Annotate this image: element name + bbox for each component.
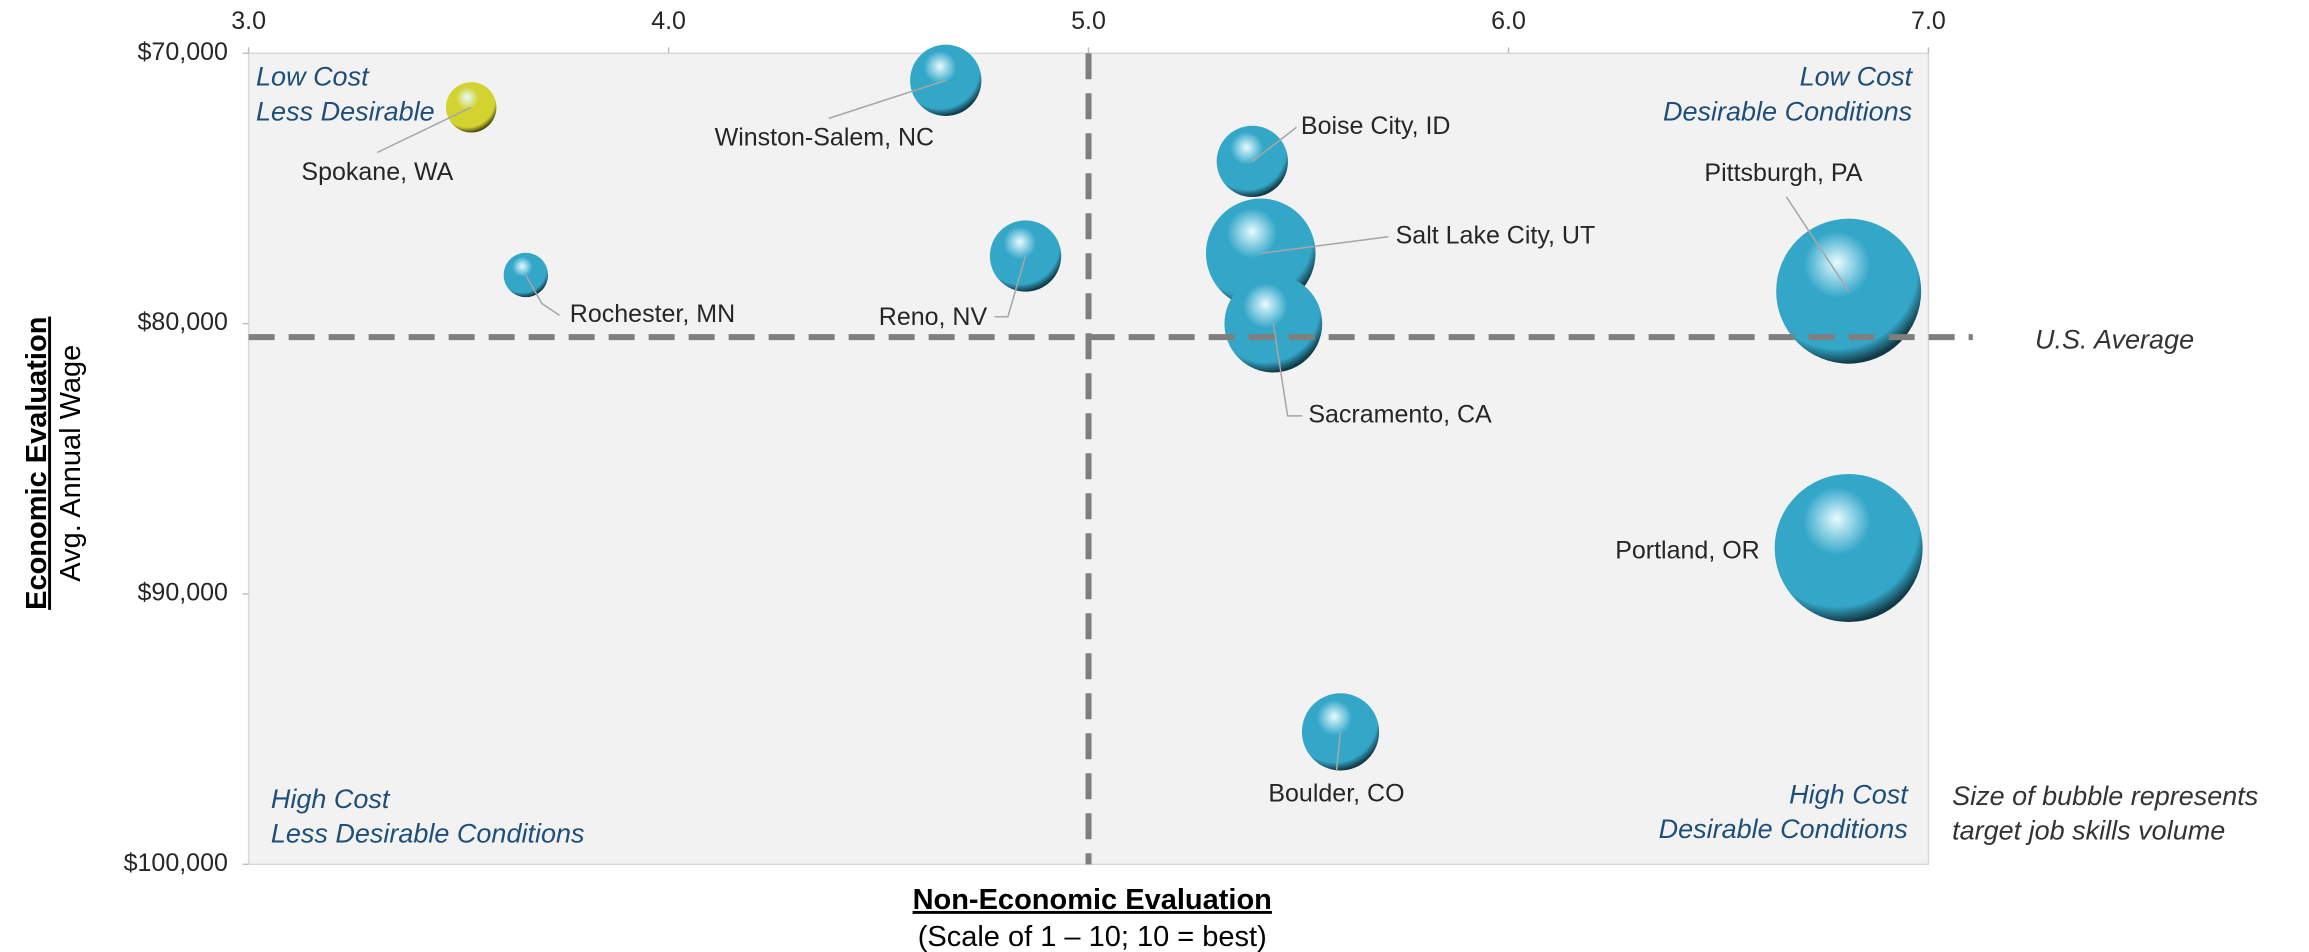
quadrant-label: High Cost (271, 784, 391, 814)
bubble (989, 220, 1062, 292)
y-tick-label: $90,000 (138, 579, 228, 607)
bubble-label: Salt Lake City, UT (1396, 221, 1596, 249)
reference-label: U.S. Average (2035, 324, 2194, 354)
y-tick-label: $80,000 (138, 308, 228, 336)
bubble-label: Sacramento, CA (1308, 400, 1492, 428)
x-tick-label: 7.0 (1911, 7, 1946, 35)
x-tick-label: 6.0 (1491, 7, 1526, 35)
leader-line (1272, 323, 1303, 417)
bubble (1224, 274, 1323, 373)
leader-line (1785, 196, 1850, 292)
x-tick-label: 3.0 (231, 7, 266, 35)
quadrant-label: Desirable Conditions (1663, 96, 1912, 126)
y-axis-title: Economic Evaluation (21, 317, 53, 610)
quadrant-label: Less Desirable (256, 96, 435, 126)
leader-line (1335, 731, 1342, 772)
leader-line (1251, 126, 1297, 163)
bubble-label: Reno, NV (879, 303, 988, 331)
leader-line (377, 106, 472, 154)
bubble (1774, 474, 1923, 623)
quadrant-label: Less Desirable Conditions (271, 819, 585, 849)
x-axis-subtitle: (Scale of 1 – 10; 10 = best) (918, 921, 1267, 952)
y-tick-label: $70,000 (138, 38, 228, 66)
leader-line (1260, 236, 1389, 255)
x-tick-label: 5.0 (1071, 7, 1106, 35)
bubble-label: Pittsburgh, PA (1704, 159, 1862, 187)
x-tick-label: 4.0 (651, 7, 686, 35)
bubble-label: Boise City, ID (1301, 112, 1451, 140)
leader-line (994, 255, 1027, 318)
size-note: target job skills volume (1952, 816, 2225, 846)
quadrant-label: Desirable Conditions (1659, 814, 1908, 844)
size-note: Size of bubble represents (1952, 781, 2258, 811)
y-tick-label: $100,000 (124, 849, 228, 877)
quadrant-label: High Cost (1789, 779, 1909, 809)
bubble-label: Portland, OR (1615, 537, 1760, 565)
leader-line (525, 274, 560, 316)
bubble-label: Boulder, CO (1268, 779, 1404, 807)
bubble-label: Winston-Salem, NC (715, 124, 935, 152)
bubble-label: Rochester, MN (570, 300, 735, 328)
quadrant-label: Low Cost (1800, 62, 1914, 92)
quadrant-label: Low Cost (256, 62, 370, 92)
y-axis-subtitle: Avg. Annual Wage (55, 345, 87, 582)
leader-line (828, 79, 946, 120)
bubble-label: Spokane, WA (301, 158, 453, 186)
x-axis-title: Non-Economic Evaluation (913, 884, 1272, 916)
